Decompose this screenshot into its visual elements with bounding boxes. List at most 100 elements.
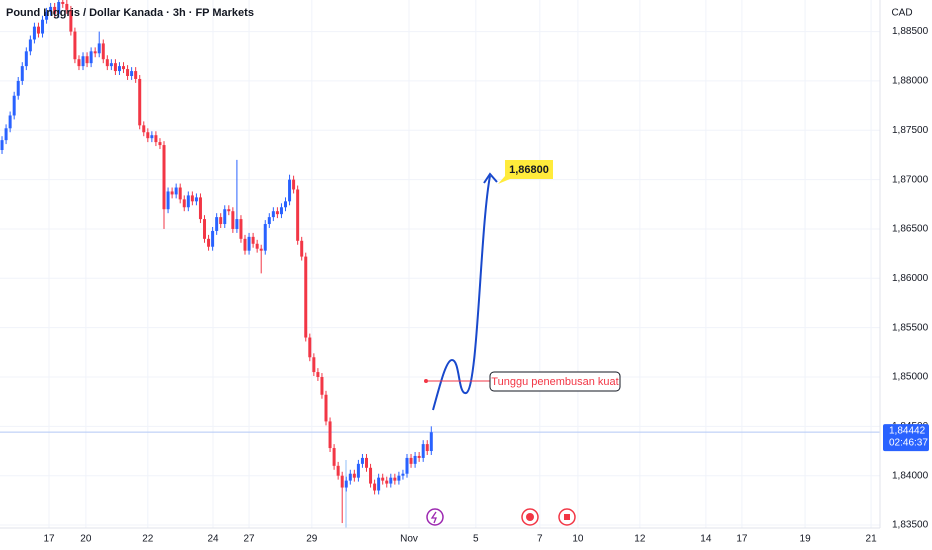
last-price-label: 1,84442 <box>889 426 926 437</box>
y-tick-label: 1,87000 <box>892 174 929 185</box>
candle-body <box>24 51 28 67</box>
candle-body <box>356 463 360 478</box>
countdown-label: 02:46:37 <box>889 438 928 449</box>
candle-body <box>429 432 433 452</box>
candle-body <box>174 187 178 195</box>
candle-body <box>215 217 219 231</box>
candle-body <box>178 187 182 200</box>
x-tick-label: 12 <box>634 534 646 545</box>
y-tick-label: 1,88500 <box>892 26 929 37</box>
y-tick-label: 1,85000 <box>892 372 929 383</box>
candle-body <box>348 473 352 481</box>
candle-body <box>393 477 397 481</box>
candle-body <box>340 475 344 488</box>
x-tick-label: 14 <box>700 534 712 545</box>
candle-body <box>20 66 24 81</box>
projection-curve <box>432 175 491 411</box>
annotation-dot <box>424 379 428 383</box>
candle-body <box>211 230 215 247</box>
x-tick-label: 10 <box>572 534 584 545</box>
candle-body <box>194 197 198 202</box>
candle-body <box>401 473 405 476</box>
candle-body <box>190 195 194 202</box>
candle-body <box>130 71 134 76</box>
candle-body <box>113 63 117 72</box>
event-icon <box>426 508 444 526</box>
candle-body <box>207 238 211 247</box>
candle-body <box>65 3 69 10</box>
candle-body <box>292 179 296 190</box>
candle-body <box>170 191 174 195</box>
candle-body <box>32 26 36 40</box>
candle-body <box>97 43 101 54</box>
candle-body <box>105 59 109 67</box>
candle-body <box>223 209 227 225</box>
y-tick-label: 1,85500 <box>892 322 929 333</box>
currency-label: CAD <box>891 8 912 19</box>
candle-body <box>377 477 381 491</box>
candle-body <box>288 179 292 202</box>
candle-body <box>385 480 389 484</box>
candle-body <box>275 211 279 215</box>
candle-body <box>320 377 324 395</box>
candle-body <box>360 457 364 464</box>
candle-body <box>267 217 271 225</box>
candle-body <box>397 475 401 481</box>
candle-body <box>425 444 429 452</box>
candle-body <box>158 142 162 146</box>
candle-body <box>61 1 65 4</box>
x-tick-label: 27 <box>243 534 255 545</box>
candle-body <box>316 372 320 378</box>
candle-body <box>324 394 328 422</box>
candle-body <box>0 140 4 151</box>
candle-body <box>93 51 97 54</box>
candle-body <box>16 80 20 96</box>
x-tick-label: 22 <box>142 534 154 545</box>
event-glyph <box>430 511 437 524</box>
candle-body <box>413 455 417 464</box>
candle-body <box>89 51 93 64</box>
candle-body <box>8 115 12 129</box>
candle-body <box>142 125 146 133</box>
x-tick-label: 5 <box>473 534 479 545</box>
currency-box <box>886 3 916 21</box>
candle-body <box>263 224 267 251</box>
x-tick-label: 24 <box>207 534 219 545</box>
candle-body <box>271 211 275 218</box>
candle-body <box>122 66 126 70</box>
candle-body <box>381 477 385 481</box>
x-tick-label: 19 <box>800 534 812 545</box>
candle-body <box>162 145 166 210</box>
y-tick-label: 1,83500 <box>892 520 929 531</box>
candle-body <box>364 457 368 468</box>
candle-body <box>69 9 73 32</box>
annotation-box <box>489 371 621 392</box>
candle-body <box>332 448 336 466</box>
candle-body <box>255 243 259 249</box>
candle-body <box>312 357 316 373</box>
candle-body <box>12 95 16 116</box>
candle-body <box>304 256 308 338</box>
candle-body <box>203 219 207 239</box>
grid <box>0 0 880 528</box>
candle-body <box>117 66 121 72</box>
candle-body <box>328 421 332 449</box>
candle-body <box>259 248 263 251</box>
candle-body <box>369 467 373 484</box>
candle-body <box>53 6 57 14</box>
candle-body <box>405 457 409 474</box>
chart-title: Pound Inggris / Dollar Kanada · 3h · FP … <box>6 7 254 19</box>
last-price-box <box>883 424 929 452</box>
y-tick-label: 1,86000 <box>892 273 929 284</box>
candle-body <box>73 31 77 60</box>
y-tick-label: 1,84000 <box>892 470 929 481</box>
event-glyph <box>526 513 534 521</box>
candle-body <box>219 217 223 225</box>
candle-body <box>126 69 130 76</box>
candle-body <box>154 135 158 143</box>
candle-body <box>146 132 150 139</box>
event-glyph <box>564 514 570 520</box>
candle-body <box>227 209 231 212</box>
target-box <box>505 160 553 179</box>
candle-body <box>421 444 425 458</box>
